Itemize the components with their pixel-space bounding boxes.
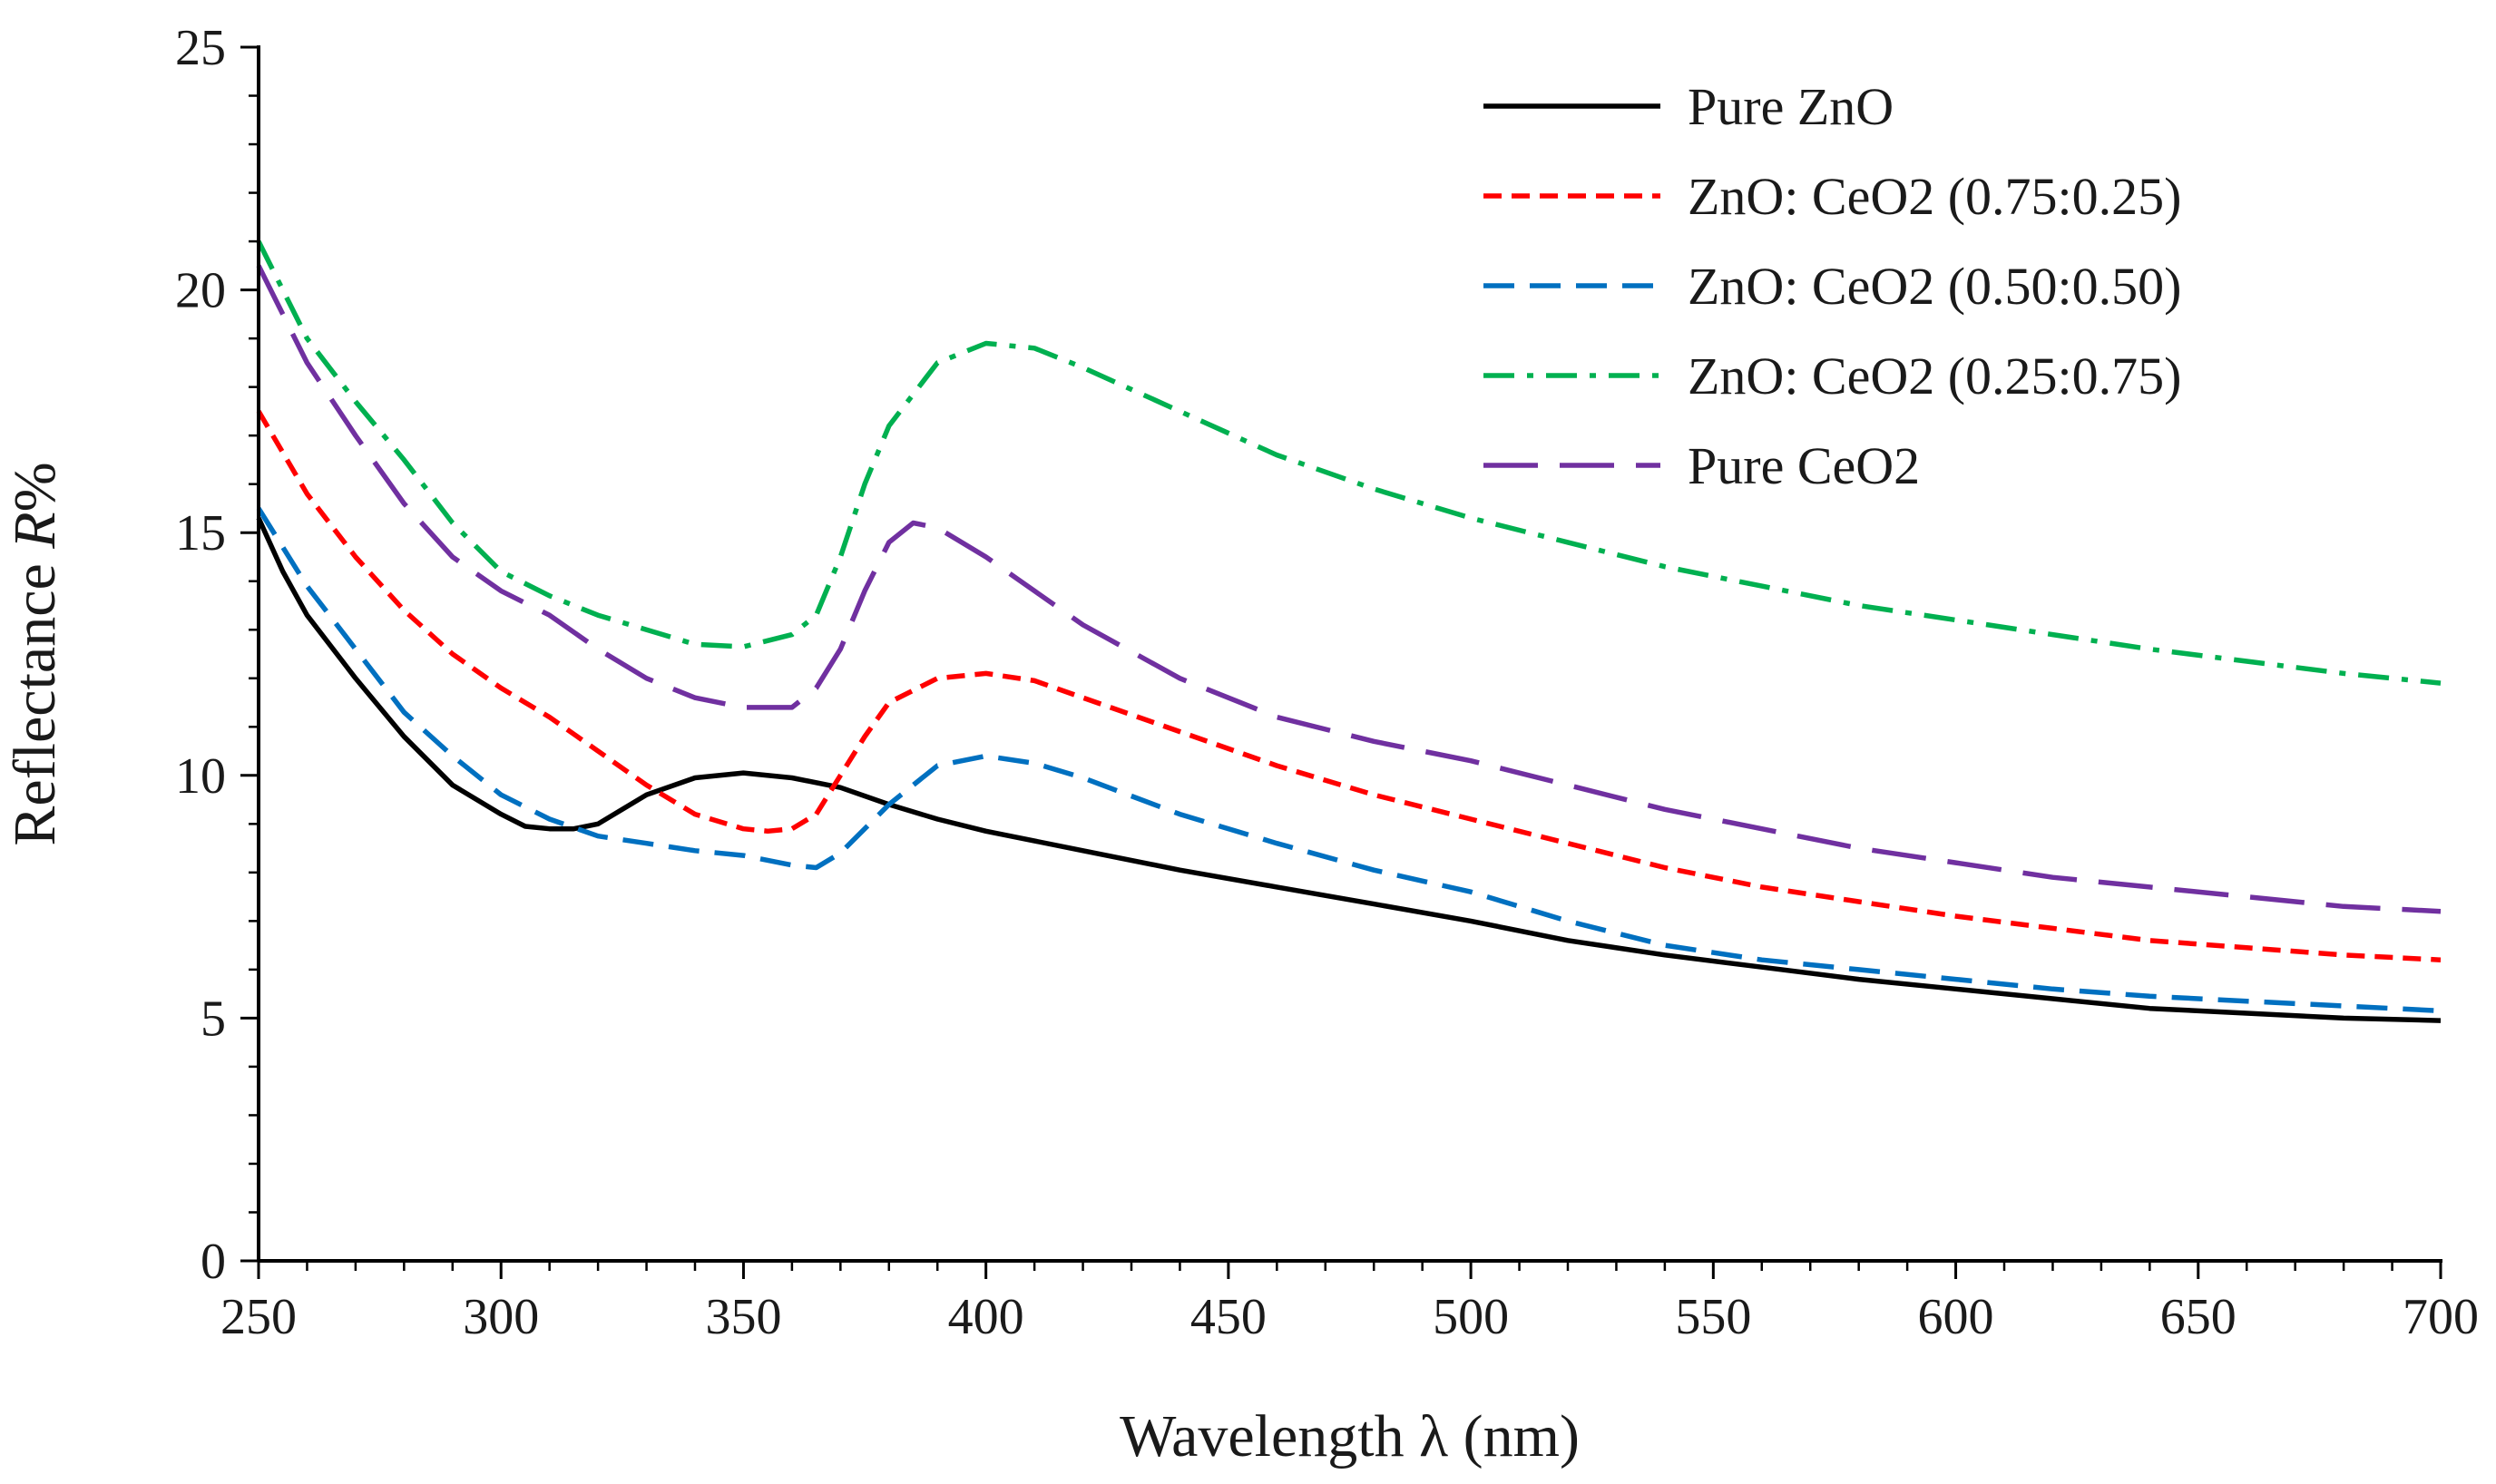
y-axis-title-prefix: Reflectance (2, 549, 68, 846)
y-tick-label: 5 (201, 991, 226, 1047)
x-tick-label: 450 (1190, 1289, 1267, 1345)
legend-label: ZnO: CeO2 (0.25:0.75) (1688, 347, 2182, 405)
x-ticks: 250 300 350 400 450 500 550 600 650 700 (220, 1261, 2479, 1345)
legend-label: ZnO: CeO2 (0.50:0.50) (1688, 257, 2182, 316)
series-line-1 (256, 410, 2442, 962)
series-line-3 (256, 239, 2442, 686)
x-tick-label: 650 (2160, 1289, 2237, 1345)
plot-area (256, 239, 2442, 1023)
series-line-0 (256, 516, 2442, 1023)
x-tick-label: 350 (705, 1289, 781, 1345)
x-axis-title: Wavelength λ (nm) (1120, 1403, 1580, 1469)
series-line-2 (256, 506, 2442, 1014)
legend: Pure ZnO ZnO: CeO2 (0.75:0.25) ZnO: CeO2 (… (1483, 77, 2182, 495)
legend-label: ZnO: CeO2 (0.75:0.25) (1688, 167, 2182, 226)
y-tick-label: 15 (175, 505, 226, 561)
y-tick-label: 0 (201, 1234, 226, 1290)
y-axis-title-italic: R (2, 512, 68, 549)
x-tick-label: 250 (220, 1289, 297, 1345)
y-ticks: 0 5 10 15 20 25 (175, 20, 259, 1290)
x-tick-label: 700 (2403, 1289, 2479, 1345)
series-line-4 (256, 264, 2442, 914)
x-tick-label: 550 (1675, 1289, 1751, 1345)
y-axis-title-suffix: % (2, 462, 68, 512)
y-axis-title: Reflectance R% (2, 462, 68, 845)
y-tick-label: 10 (175, 748, 226, 805)
x-tick-label: 600 (1918, 1289, 1994, 1345)
x-tick-label: 300 (463, 1289, 539, 1345)
legend-label: Pure ZnO (1688, 77, 1894, 136)
y-tick-label: 20 (175, 263, 226, 319)
legend-label: Pure CeO2 (1688, 436, 1920, 495)
y-tick-label: 25 (175, 20, 226, 76)
x-tick-label: 400 (948, 1289, 1024, 1345)
axes (257, 45, 2442, 1263)
x-tick-label: 500 (1433, 1289, 1509, 1345)
